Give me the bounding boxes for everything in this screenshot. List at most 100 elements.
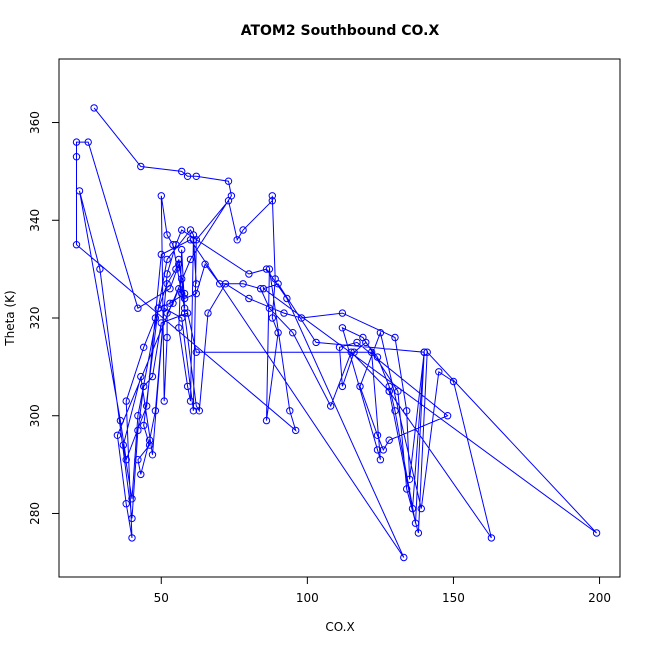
series-points: [72, 104, 601, 562]
data-point: [403, 485, 411, 493]
data-point: [166, 285, 174, 293]
data-point: [192, 236, 201, 244]
data-point: [423, 348, 431, 356]
data-point: [221, 280, 230, 288]
data-point: [192, 289, 201, 298]
y-tick-label: 300: [28, 404, 42, 427]
data-point: [385, 436, 393, 444]
data-point: [376, 329, 385, 337]
x-tick-label: 150: [442, 591, 465, 605]
data-point: [134, 304, 142, 312]
data-point: [192, 172, 201, 181]
data-point: [151, 314, 160, 322]
data-point: [157, 319, 166, 327]
series-polyline: [76, 107, 597, 558]
data-point: [420, 348, 428, 356]
data-point: [163, 333, 171, 342]
data-point: [163, 255, 171, 264]
data-point: [183, 172, 192, 181]
data-point: [169, 299, 177, 307]
data-point: [175, 260, 183, 268]
data-point: [373, 353, 382, 361]
data-point: [224, 177, 233, 185]
data-point: [405, 475, 414, 483]
x-tick-label: 100: [296, 591, 319, 605]
data-point: [239, 226, 247, 234]
data-point: [145, 441, 154, 449]
data-point: [72, 153, 81, 161]
y-axis-label: Theta (K): [3, 290, 17, 346]
data-point: [289, 329, 297, 337]
data-point: [204, 309, 212, 317]
y-tick-label: 360: [28, 111, 42, 134]
data-point: [359, 333, 367, 342]
data-point: [169, 241, 177, 249]
data-point: [148, 372, 157, 381]
data-point: [128, 534, 136, 542]
data-point: [335, 343, 344, 351]
data-point: [268, 314, 276, 322]
data-point: [391, 333, 399, 342]
data-point: [140, 343, 148, 351]
data-point: [385, 382, 393, 391]
data-point: [137, 470, 145, 479]
data-point: [183, 382, 192, 391]
data-point: [189, 236, 198, 244]
data-point: [186, 226, 195, 234]
data-point: [414, 529, 423, 537]
data-point: [297, 314, 306, 322]
data-point: [175, 255, 183, 264]
y-tick-label: 280: [28, 502, 42, 525]
data-point: [186, 397, 195, 405]
data-point: [148, 451, 157, 459]
data-point: [443, 412, 452, 420]
data-point: [175, 324, 183, 332]
data-point: [143, 402, 151, 410]
data-point: [113, 431, 122, 439]
data-point: [327, 402, 335, 410]
data-point: [178, 289, 186, 298]
data-point: [154, 304, 163, 312]
series-line: [76, 107, 597, 558]
data-point: [178, 226, 186, 234]
data-point: [183, 309, 192, 317]
data-point: [283, 294, 291, 303]
data-point: [140, 382, 148, 391]
data-point: [245, 294, 253, 303]
data-point: [265, 265, 274, 273]
data-point: [160, 304, 168, 312]
data-point: [192, 280, 201, 288]
data-point: [172, 241, 180, 249]
data-point: [338, 324, 347, 332]
data-point: [347, 348, 355, 356]
data-point: [157, 250, 166, 259]
data-point: [265, 304, 274, 312]
data-point: [487, 534, 496, 542]
data-point: [180, 289, 189, 298]
data-point: [178, 275, 186, 283]
data-point: [286, 407, 294, 415]
x-axis: 50 100 150 200: [154, 576, 611, 605]
x-axis-label: CO.X: [325, 620, 354, 634]
data-point: [367, 348, 376, 356]
data-point: [373, 446, 382, 454]
data-point: [376, 456, 385, 464]
data-point: [137, 162, 145, 171]
data-point: [137, 372, 145, 381]
data-point: [338, 309, 347, 317]
data-point: [116, 416, 125, 425]
data-point: [134, 456, 142, 464]
data-point: [394, 387, 402, 395]
data-point: [449, 377, 458, 386]
data-point: [128, 514, 136, 523]
data-point: [201, 260, 209, 268]
data-point: [239, 280, 247, 288]
data-point: [292, 426, 300, 435]
data-point: [72, 241, 81, 249]
data-point: [163, 231, 171, 239]
data-point: [122, 500, 130, 508]
data-point: [84, 138, 92, 146]
data-point: [312, 338, 320, 347]
